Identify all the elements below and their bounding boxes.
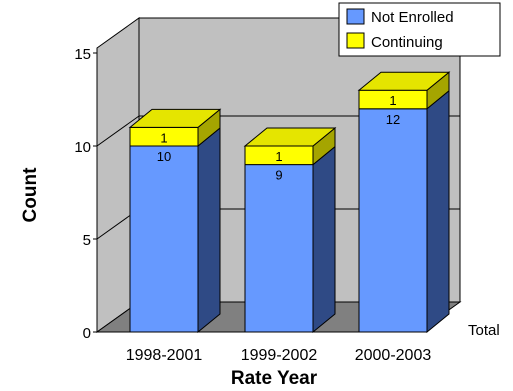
x-axis-ticks: 1998-2001 1999-2002 2000-2003 [97,331,432,364]
bar-segment-side [312,145,336,334]
depth-axis-label: Total [468,322,500,339]
bar-segment-side [426,89,450,334]
bar-segment-front [358,108,428,333]
bar-top [243,127,337,147]
data-label: 1 [275,149,282,164]
bar-segment-front [244,164,314,333]
data-label: 12 [386,112,400,127]
bar-top [357,71,451,91]
legend-label-not-enrolled: Not Enrolled [371,9,454,26]
bar-stack: 121 [357,71,451,334]
y-axis-ticks: 0 5 10 15 [74,46,97,342]
bar-stack: 91 [243,126,337,334]
bar-top [128,108,222,128]
legend: Not Enrolled Continuing [338,2,501,57]
legend-label-continuing: Continuing [371,34,443,51]
data-label: 1 [389,93,396,108]
data-label: 1 [160,130,167,145]
bar-segment-front [129,145,199,333]
bar-stack: 101 [128,108,222,334]
y-axis-title: Count [20,167,41,223]
legend-swatch-continuing [346,32,365,49]
x-tick-label: 1998-2001 [126,347,203,364]
y-tick-label: 0 [83,325,91,342]
x-axis-title: Rate Year [231,368,318,389]
bar-segment-side [197,126,221,334]
y-tick-label: 5 [83,232,91,249]
gridline-side [96,115,140,147]
legend-swatch-not-enrolled [346,8,365,25]
data-label: 10 [157,149,171,164]
y-tick-label: 15 [74,46,91,63]
y-tick-label: 10 [74,139,91,156]
data-label: 9 [275,168,282,183]
x-tick-label: 2000-2003 [355,347,432,364]
legend-box [338,2,501,57]
x-tick-label: 1999-2002 [241,347,318,364]
